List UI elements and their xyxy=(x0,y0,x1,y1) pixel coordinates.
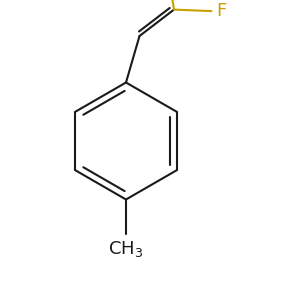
Text: F: F xyxy=(216,2,226,20)
Text: CH$_3$: CH$_3$ xyxy=(108,239,144,260)
